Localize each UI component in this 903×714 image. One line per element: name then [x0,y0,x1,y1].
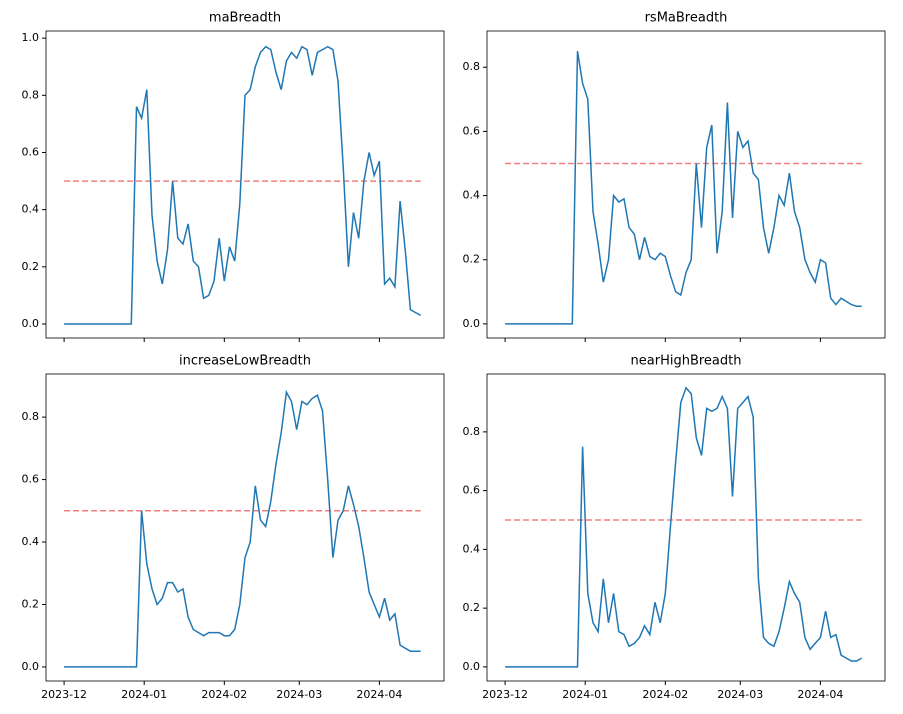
subplot-title: rsMaBreadth [645,11,728,26]
y-tick-label: 0.2 [22,260,40,273]
x-tick-label: 2024-02 [642,688,688,701]
y-tick-label: 0.0 [463,317,481,330]
data-line [505,386,863,668]
y-tick-label: 1.0 [22,31,40,44]
y-tick-label: 0.6 [22,145,40,158]
x-tick-label: 2023-12 [482,688,528,701]
x-tick-label: 2023-12 [41,688,87,701]
x-tick-label: 2024-04 [797,688,843,701]
y-tick-label: 0.4 [22,203,40,216]
x-tick-label: 2024-04 [356,688,402,701]
data-line [505,51,862,325]
subplot-title: nearHighBreadth [631,354,742,369]
x-tick-label: 2024-01 [562,688,608,701]
y-tick-label: 0.0 [22,317,40,330]
y-tick-label: 0.6 [463,124,481,137]
axes-frame [45,373,445,682]
axes-frame [486,373,886,682]
subplot-title: maBreadth [209,11,281,26]
y-tick-label: 0.2 [463,253,481,266]
x-tick-label: 2024-03 [717,688,763,701]
y-tick-label: 0.8 [463,60,481,73]
y-tick-label: 0.0 [463,660,481,673]
y-tick-label: 0.4 [22,535,40,548]
x-tick-label: 2024-02 [201,688,247,701]
y-tick-label: 0.4 [463,542,481,555]
y-tick-label: 0.4 [463,189,481,202]
axes-frame [486,30,886,339]
y-tick-label: 0.8 [22,88,40,101]
x-tick-label: 2024-01 [121,688,167,701]
data-line [64,45,422,325]
y-tick-label: 0.8 [22,410,40,423]
data-line [64,389,421,668]
y-tick-label: 0.6 [22,473,40,486]
y-tick-label: 0.2 [22,597,40,610]
y-tick-label: 0.8 [463,425,481,438]
y-tick-label: 0.0 [22,660,40,673]
y-tick-label: 0.2 [463,601,481,614]
axes-frame [45,30,445,339]
y-tick-label: 0.6 [463,484,481,497]
subplot-title: increaseLowBreadth [179,354,311,369]
x-tick-label: 2024-03 [276,688,322,701]
